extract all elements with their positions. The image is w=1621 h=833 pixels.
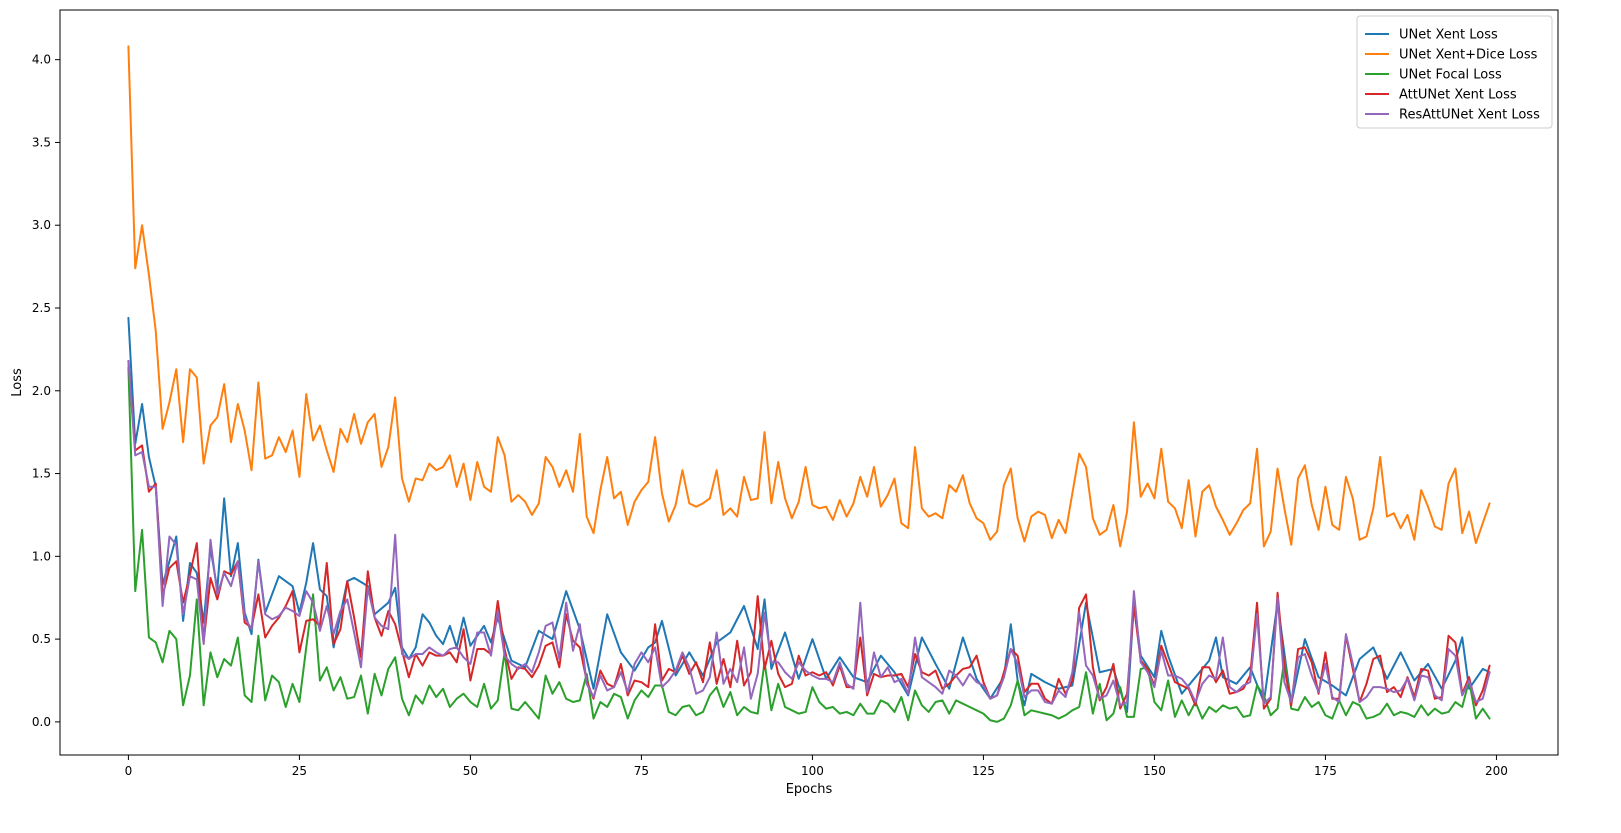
series-line-1 [127, 45, 1491, 548]
legend-label-4[interactable]: ResAttUNet Xent Loss [1399, 108, 1540, 123]
x-tick-label: 50 [463, 764, 478, 778]
x-tick-label: 125 [972, 764, 995, 778]
x-tick-label: 25 [292, 764, 307, 778]
axes-frame [59, 9, 1559, 756]
plot-area [60, 10, 1558, 755]
axes: 0 25 50 75 100 125 150 175 200 0.0 0.5 1.0 1.5 2.0 2.5… [10, 9, 1559, 797]
x-tick-label: 175 [1314, 764, 1337, 778]
legend-box [1356, 15, 1553, 129]
y-tick-label: 2.0 [32, 384, 51, 398]
legend-label-3[interactable]: AttUNet Xent Loss [1399, 88, 1517, 103]
y-tick-label: 1.0 [32, 549, 51, 563]
series-lines [127, 45, 1491, 723]
x-axis-label: Epochs [786, 782, 833, 797]
y-tick-label: 3.0 [32, 218, 51, 232]
legend-label-2[interactable]: UNet Focal Loss [1399, 68, 1502, 83]
series-line-4 [127, 359, 1491, 707]
plot-background [60, 10, 1558, 755]
y-tick-label: 1.5 [32, 467, 51, 481]
x-tick-label: 0 [125, 764, 133, 778]
x-tick-label: 100 [801, 764, 824, 778]
y-tick-label: 0.0 [32, 715, 51, 729]
legend-label-0[interactable]: UNet Xent Loss [1399, 28, 1498, 43]
legend[interactable]: UNet Xent Loss UNet Xent+Dice Loss UNet Fo… [1356, 15, 1553, 129]
y-tick-label: 4.0 [32, 53, 51, 67]
x-tick-label: 75 [634, 764, 649, 778]
y-tick-label: 2.5 [32, 301, 51, 315]
x-tick-label: 200 [1485, 764, 1508, 778]
y-tick-label: 0.5 [32, 632, 51, 646]
legend-label-1[interactable]: UNet Xent+Dice Loss [1399, 48, 1538, 63]
y-axis-label: Loss [10, 368, 25, 397]
y-tick-label: 3.5 [32, 135, 51, 149]
x-tick-label: 150 [1143, 764, 1166, 778]
